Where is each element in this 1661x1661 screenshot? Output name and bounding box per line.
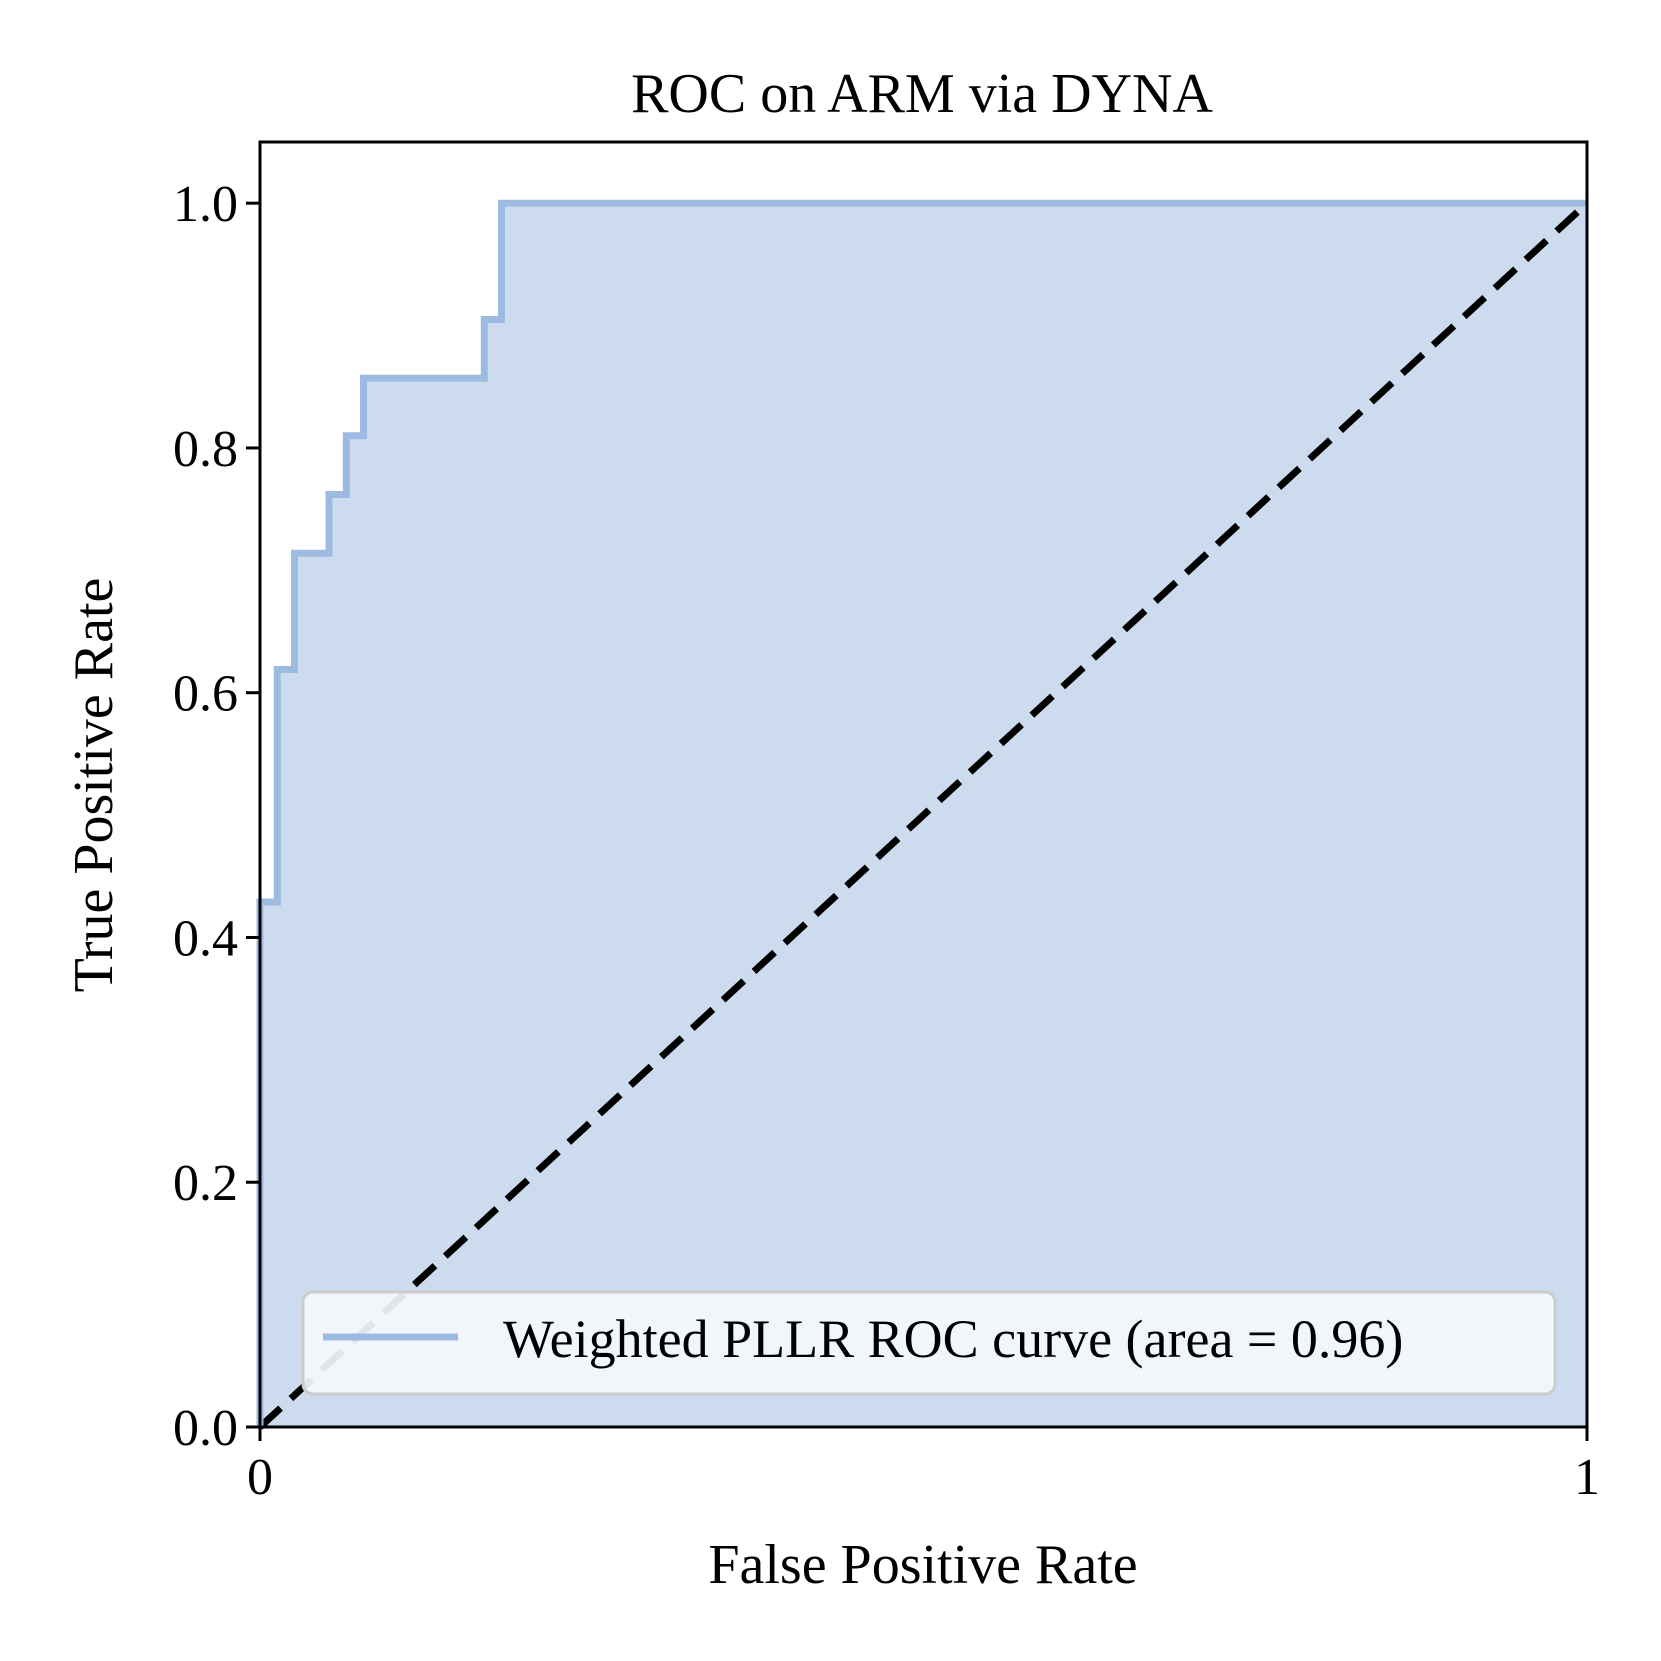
- axis-ticks: 0 1 0.0 0.2 0.4 0.6 0.8 1.0: [173, 176, 1600, 1506]
- legend-entry-label: Weighted PLLR ROC curve (area = 0.96): [503, 1309, 1403, 1369]
- x-tick-label: 0: [247, 1449, 273, 1506]
- chart-title: ROC on ARM via DYNA: [631, 63, 1213, 125]
- legend-box: [301, 1290, 1557, 1396]
- x-axis-label: False Positive Rate: [708, 1534, 1137, 1596]
- legend: Weighted PLLR ROC curve (area = 0.96): [301, 1290, 1557, 1396]
- y-tick-label: 0.2: [173, 1155, 238, 1212]
- x-tick-label: 1: [1574, 1449, 1600, 1506]
- y-tick-label: 0.8: [173, 421, 238, 478]
- y-tick-label: 0.4: [173, 910, 238, 967]
- plot-area: [256, 199, 1590, 1430]
- y-tick-label: 1.0: [173, 176, 238, 233]
- y-tick-label: 0.6: [173, 666, 238, 723]
- plot-frame: [258, 140, 1589, 1429]
- y-tick-label: 0.0: [173, 1400, 238, 1457]
- chance-diagonal-line: [257, 200, 1590, 1430]
- y-axis-label: True Positive Rate: [63, 578, 125, 993]
- roc-curve-line: [256, 199, 1587, 1427]
